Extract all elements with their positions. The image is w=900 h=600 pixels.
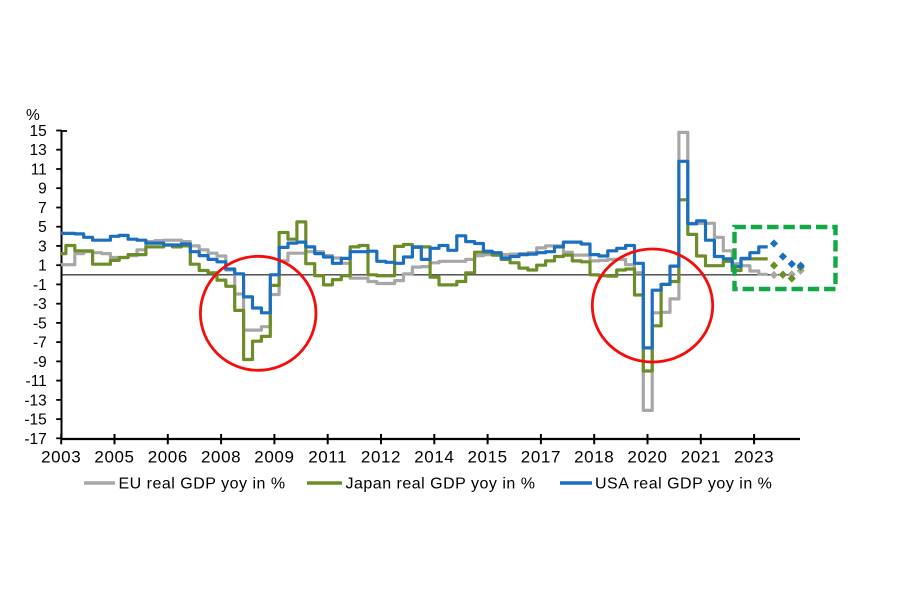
- svg-text:9: 9: [38, 181, 47, 198]
- svg-text:2012: 2012: [361, 448, 401, 467]
- svg-text:2005: 2005: [94, 448, 134, 467]
- svg-text:11: 11: [31, 162, 47, 179]
- svg-text:2003: 2003: [41, 448, 81, 467]
- svg-text:2017: 2017: [521, 448, 561, 467]
- svg-text:-11: -11: [26, 373, 47, 390]
- svg-text:1: 1: [38, 258, 47, 275]
- svg-text:5: 5: [38, 219, 47, 236]
- svg-text:USA real GDP yoy in %: USA real GDP yoy in %: [595, 476, 772, 493]
- svg-text:-13: -13: [24, 392, 46, 409]
- svg-text:EU real GDP yoy in %: EU real GDP yoy in %: [119, 476, 286, 493]
- svg-text:15: 15: [30, 123, 47, 140]
- svg-text:7: 7: [38, 200, 47, 217]
- svg-text:2021: 2021: [681, 448, 721, 467]
- svg-text:-5: -5: [33, 315, 47, 332]
- svg-text:2018: 2018: [574, 448, 614, 467]
- svg-text:-3: -3: [33, 296, 47, 313]
- svg-text:2011: 2011: [308, 448, 347, 467]
- svg-text:3: 3: [38, 238, 47, 255]
- svg-text:2020: 2020: [627, 448, 667, 467]
- svg-text:-9: -9: [33, 354, 47, 371]
- svg-text:-17: -17: [24, 431, 46, 448]
- svg-text:-1: -1: [33, 277, 47, 294]
- svg-text:13: 13: [30, 142, 47, 159]
- svg-text:%: %: [26, 107, 40, 124]
- svg-text:2015: 2015: [467, 448, 507, 467]
- svg-text:2014: 2014: [414, 448, 454, 467]
- svg-text:-7: -7: [33, 335, 47, 352]
- svg-text:2006: 2006: [148, 448, 188, 467]
- svg-text:-15: -15: [24, 412, 46, 429]
- svg-text:2008: 2008: [201, 448, 241, 467]
- svg-text:2023: 2023: [734, 448, 774, 467]
- svg-text:2009: 2009: [254, 448, 294, 467]
- svg-text:Japan real GDP yoy in %: Japan real GDP yoy in %: [346, 476, 536, 493]
